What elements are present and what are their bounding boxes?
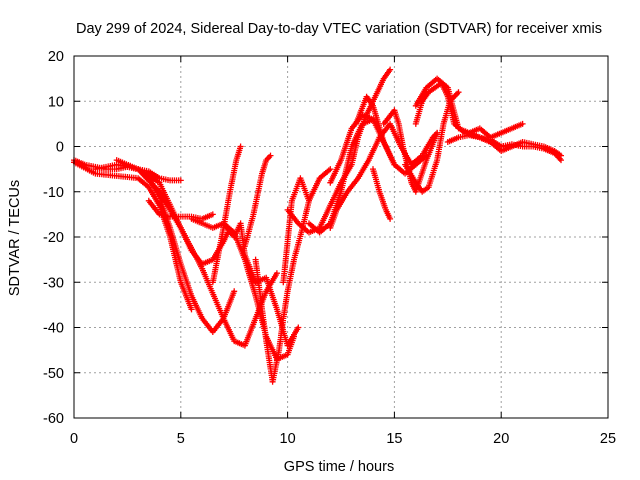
y-tick-label: -30 — [43, 275, 64, 291]
series-arc9 — [241, 152, 274, 250]
y-tick-label: -40 — [43, 321, 64, 337]
series-arc15 — [327, 120, 441, 231]
y-tick-label: -20 — [43, 230, 64, 246]
series-markers — [280, 166, 334, 286]
y-tick-label: -50 — [43, 366, 64, 382]
series-arc18 — [370, 166, 394, 222]
series-arc24 — [466, 120, 526, 141]
series-markers — [252, 197, 312, 385]
x-tick-label: 20 — [493, 431, 509, 447]
series-arc21 — [412, 80, 515, 150]
series-markers — [327, 120, 441, 231]
chart-title: Day 299 of 2024, Sidereal Day-to-day VTE… — [76, 21, 602, 37]
series-arc23 — [444, 132, 564, 159]
y-tick-label: -60 — [43, 411, 64, 427]
series-arc4 — [113, 157, 280, 349]
y-axis-label: SDTVAR / TECUs — [7, 180, 23, 296]
y-tick-label: -10 — [43, 185, 64, 201]
x-tick-label: 10 — [280, 431, 296, 447]
series-arc12 — [280, 166, 334, 286]
series-arc11 — [252, 197, 312, 385]
grid-lines — [74, 56, 608, 418]
y-tick-label: 0 — [56, 140, 64, 156]
series-markers — [241, 152, 274, 250]
series-markers — [92, 161, 238, 335]
x-tick-label: 5 — [177, 431, 185, 447]
y-tick-label: 10 — [48, 94, 64, 110]
series-markers — [370, 166, 394, 222]
x-tick-label: 15 — [386, 431, 402, 447]
x-tick-label: 25 — [600, 431, 616, 447]
series-markers — [209, 143, 244, 286]
x-tick-label: 0 — [70, 431, 78, 447]
series-markers — [412, 80, 515, 150]
y-tick-label: 20 — [48, 49, 64, 65]
series-markers — [306, 116, 376, 236]
series-arc7 — [209, 143, 244, 286]
series-arc14 — [306, 116, 376, 236]
axis-ticks: 0 5 10 15 20 25 -60 -50 -40 -30 -20 -10 0 10 20 — [43, 49, 616, 447]
x-axis-label: GPS time / hours — [284, 459, 394, 475]
series-markers — [444, 132, 564, 159]
series-arc17 — [353, 93, 430, 177]
series-markers — [353, 93, 430, 177]
series-markers — [466, 120, 526, 141]
data-marks — [71, 66, 564, 385]
series-arc3 — [92, 161, 238, 335]
series-markers — [113, 157, 280, 349]
